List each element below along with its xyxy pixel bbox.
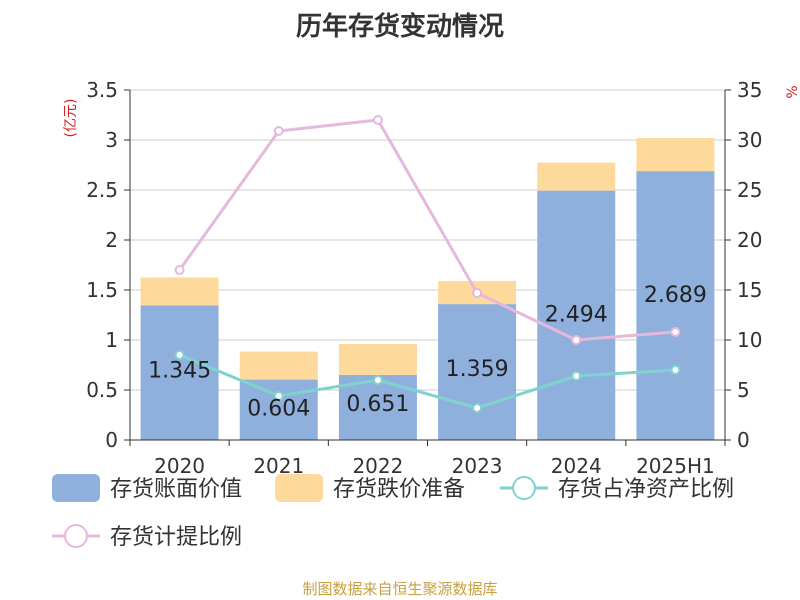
- right-tick-label: 0: [737, 428, 750, 452]
- right-tick-label: 5: [737, 378, 750, 402]
- legend-label: 存货占净资产比例: [558, 477, 734, 502]
- line-point: [273, 391, 284, 401]
- bar-value-label: 2.689: [644, 283, 707, 308]
- bar-book-value: [140, 305, 219, 440]
- right-axis-unit: %: [785, 85, 800, 98]
- x-tick-label: 2025H1: [636, 454, 715, 478]
- line-point: [571, 371, 582, 381]
- bar-value-label: 1.345: [148, 359, 211, 384]
- data-source-note: 制图数据来自恒生聚源数据库: [302, 580, 498, 598]
- line-point: [472, 403, 483, 413]
- left-tick-label: 0.5: [86, 378, 118, 402]
- legend-swatch: [52, 474, 100, 502]
- left-tick-label: 2: [105, 228, 118, 252]
- right-tick-label: 15: [737, 278, 762, 302]
- bar-impairment-provision: [239, 351, 318, 380]
- bar-value-label: 0.651: [346, 392, 409, 417]
- bar-book-value: [338, 374, 417, 440]
- bar-impairment-provision: [537, 162, 616, 191]
- right-tick-label: 30: [737, 128, 762, 152]
- line-inventory-to-net-assets: [179, 353, 676, 410]
- bar-impairment-provision: [338, 343, 417, 375]
- x-tick-label: 2024: [551, 454, 602, 478]
- legend-label: 存货跌价准备: [333, 477, 465, 502]
- line-point: [571, 335, 582, 345]
- bar-value-label: 1.359: [446, 357, 509, 382]
- line-point: [273, 126, 284, 136]
- legend-label: 存货计提比例: [110, 525, 242, 550]
- left-tick-label: 1: [105, 328, 118, 352]
- line-point: [670, 365, 681, 375]
- line-provision-ratio: [178, 118, 676, 342]
- line-point: [372, 115, 383, 125]
- lines: [174, 115, 681, 413]
- bar-book-value: [438, 304, 517, 440]
- left-tick-label: 3.5: [86, 78, 118, 102]
- bar-value-label: 2.494: [545, 303, 608, 328]
- left-axis-unit: (亿元): [63, 99, 79, 138]
- right-tick-label: 25: [737, 178, 762, 202]
- bar-book-value: [636, 171, 715, 440]
- line-point: [174, 350, 185, 360]
- axes: 0 0.5 1 1.5 2 2.5 3 3.5 0 5 10 15 20 25 30 35 (亿元)% 2020 2…: [63, 78, 800, 478]
- x-tick-label: 2020: [154, 454, 205, 478]
- x-tick-label: 2023: [452, 454, 503, 478]
- legend-swatch: [275, 474, 323, 502]
- left-tick-label: 2.5: [86, 178, 118, 202]
- bar-impairment-provision: [636, 138, 715, 172]
- bar-value-labels: 1.345 0.604 0.651 1.359 2.494 2.689: [148, 283, 707, 422]
- bar-book-value: [537, 190, 616, 440]
- right-tick-label: 35: [737, 78, 762, 102]
- line-point: [174, 265, 185, 275]
- legend-swatch-marker: [512, 476, 536, 500]
- right-tick-label: 10: [737, 328, 762, 352]
- line-point: [372, 375, 383, 385]
- bar-book-value: [239, 379, 318, 440]
- right-tick-label: 20: [737, 228, 762, 252]
- x-tick-label: 2022: [352, 454, 403, 478]
- legend-swatch-marker: [64, 524, 88, 548]
- gridlines: [130, 89, 725, 391]
- left-tick-label: 1.5: [86, 278, 118, 302]
- line-point: [472, 288, 483, 298]
- line-point: [670, 327, 681, 337]
- left-tick-label: 0: [105, 428, 118, 452]
- bar-impairment-provision: [140, 277, 219, 306]
- bar-value-label: 0.604: [247, 397, 310, 422]
- left-tick-label: 3: [105, 128, 118, 152]
- bars: [140, 138, 715, 440]
- chart-title: 历年存货变动情况: [295, 12, 504, 42]
- legend-label: 存货账面价值: [110, 477, 242, 502]
